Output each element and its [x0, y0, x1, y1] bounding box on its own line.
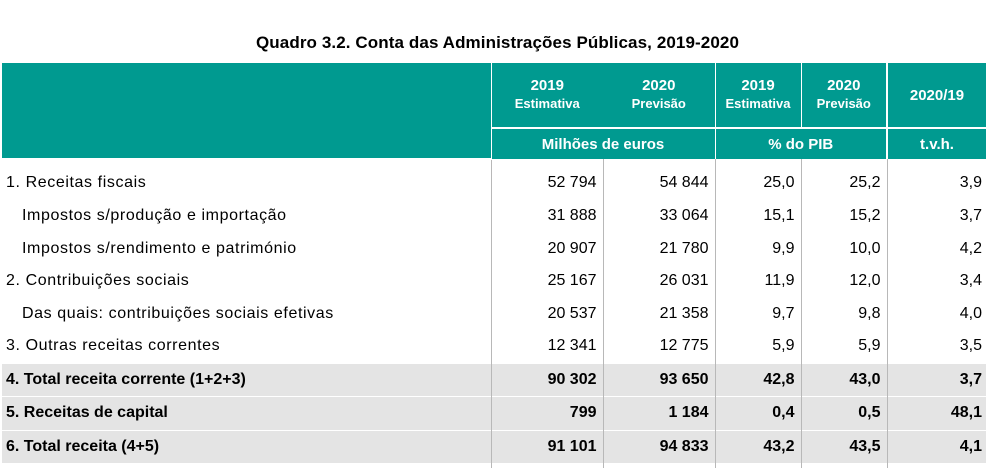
cell-value: 52 794 — [490, 159, 603, 200]
cell-value: 25,2 — [800, 159, 887, 200]
cell-value: 43,5 — [800, 429, 887, 463]
row-label: 3. Outras receitas correntes — [6, 337, 221, 355]
header-2020-previsao-pib: 2020 Previsão — [800, 63, 887, 129]
header-blank — [2, 63, 491, 160]
header-sub: Estimativa — [725, 96, 791, 111]
cell-value: 54 844 — [602, 159, 715, 200]
row-label: 1. Receitas fiscais — [6, 174, 147, 191]
cell-value: 12 341 — [490, 330, 603, 363]
header-sub: Previsão — [816, 96, 871, 111]
cell-value: 11,9 — [714, 265, 801, 298]
header-unit-euros: Milhões de euros — [490, 128, 715, 159]
spacer-cell — [2, 463, 491, 468]
spacer-cell — [602, 463, 715, 468]
cell-value: 20 537 — [490, 297, 603, 330]
header-unit-tvh: t.v.h. — [886, 128, 986, 159]
cell-value: 43,0 — [800, 362, 887, 397]
cell-value: 3,5 — [886, 330, 986, 363]
row-label: Impostos s/produção e importação — [22, 207, 287, 225]
header-2019-estimativa-pib: 2019 Estimativa — [714, 63, 801, 129]
cell-value: 15,2 — [800, 200, 887, 233]
cell-value: 5,9 — [800, 330, 887, 363]
row-label: Das quais: contribuições sociais efetiva… — [22, 304, 334, 322]
cell-value: 15,1 — [714, 200, 801, 233]
cell-value: 26 031 — [602, 265, 715, 298]
spacer-cell — [714, 463, 801, 468]
cell-value: 5,9 — [714, 330, 801, 363]
table-row: 3. Outras receitas correntes 12 341 12 7… — [2, 330, 986, 363]
cell-value: 21 358 — [602, 297, 715, 330]
cell-value: 1 184 — [602, 396, 715, 430]
table-row: 1. Receitas fiscais 52 794 54 844 25,0 2… — [2, 159, 986, 200]
cell-value: 4,1 — [886, 429, 986, 463]
header-sub: Estimativa — [514, 96, 580, 111]
header-year: 2019 — [530, 77, 564, 94]
table-row-total: 4. Total receita corrente (1+2+3) 90 302… — [2, 362, 986, 397]
table-row: Impostos s/produção e importação 31 888 … — [2, 200, 986, 233]
cell-value: 9,7 — [714, 297, 801, 330]
header-year: 2019 — [741, 77, 775, 94]
cell-value: 0,5 — [800, 396, 887, 430]
table-row: Das quais: contribuições sociais efetiva… — [2, 297, 986, 330]
spacer-cell — [886, 463, 986, 468]
cell-value: 43,2 — [714, 429, 801, 463]
table-row-spacer — [2, 463, 986, 468]
cell-value: 9,9 — [714, 232, 801, 265]
header-row-units: Milhões de euros % do PIB t.v.h. — [2, 128, 986, 159]
cell-value: 12,0 — [800, 265, 887, 298]
header-2020-previsao-euros: 2020 Previsão — [603, 63, 715, 129]
cell-value: 9,8 — [800, 297, 887, 330]
table-row: 2. Contribuições sociais 25 167 26 031 1… — [2, 265, 986, 298]
row-label: 5. Receitas de capital — [2, 396, 491, 430]
header-2020-19: 2020/19 — [886, 63, 986, 129]
spacer-cell — [800, 463, 887, 468]
cell-value: 33 064 — [602, 200, 715, 233]
cell-value: 93 650 — [602, 362, 715, 397]
table-title: Quadro 3.2. Conta das Administrações Púb… — [255, 33, 740, 52]
cell-value: 3,7 — [886, 362, 986, 397]
header-unit-pib: % do PIB — [714, 128, 887, 159]
table-row: Impostos s/rendimento e património 20 90… — [2, 232, 986, 265]
table-row-total: 5. Receitas de capital 799 1 184 0,4 0,5… — [2, 396, 986, 430]
cell-value: 12 775 — [602, 330, 715, 363]
header-year: 2020 — [642, 77, 676, 94]
row-label: 4. Total receita corrente (1+2+3) — [2, 362, 491, 397]
cell-value: 3,7 — [886, 200, 986, 233]
cell-value: 31 888 — [490, 200, 603, 233]
header-row-years: 2019 Estimativa 2020 Previsão 2019 Estim… — [2, 63, 986, 160]
cell-value: 25,0 — [714, 159, 801, 200]
header-year: 2020 — [827, 77, 861, 94]
cell-value: 0,4 — [714, 396, 801, 430]
cell-value: 90 302 — [490, 362, 603, 397]
header-sub: Previsão — [631, 96, 686, 111]
spacer-cell — [490, 463, 603, 468]
cell-value: 25 167 — [490, 265, 603, 298]
row-label: 2. Contribuições sociais — [6, 272, 190, 290]
table-row-total: 6. Total receita (4+5) 91 101 94 833 43,… — [2, 429, 986, 463]
cell-value: 799 — [490, 396, 603, 430]
cell-value: 3,9 — [886, 159, 986, 200]
row-label: 6. Total receita (4+5) — [2, 429, 491, 463]
cell-value: 94 833 — [602, 429, 715, 463]
cell-value: 20 907 — [490, 232, 603, 265]
cell-value: 91 101 — [490, 429, 603, 463]
cell-value: 3,4 — [886, 265, 986, 298]
cell-value: 42,8 — [714, 362, 801, 397]
cell-value: 21 780 — [602, 232, 715, 265]
public-accounts-table: 2019 Estimativa 2020 Previsão 2019 Estim… — [2, 63, 986, 468]
cell-value: 4,2 — [886, 232, 986, 265]
row-label: Impostos s/rendimento e património — [22, 239, 297, 257]
header-2019-estimativa-euros: 2019 Estimativa — [490, 63, 603, 129]
cell-value: 10,0 — [800, 232, 887, 265]
cell-value: 4,0 — [886, 297, 986, 330]
cell-value: 48,1 — [886, 396, 986, 430]
